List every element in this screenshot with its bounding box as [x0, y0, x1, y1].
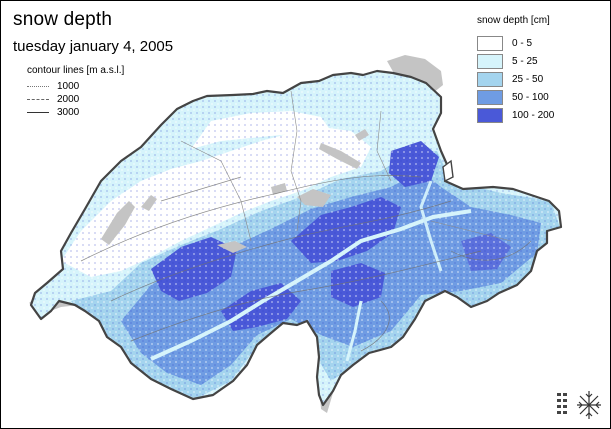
contour-label: 1000 [57, 81, 80, 92]
contour-label: 2000 [57, 94, 80, 105]
snowflake-logo-icon [557, 391, 601, 419]
snow-depth-legend-title: snow depth [cm] [477, 15, 550, 26]
lake-zurich [319, 143, 361, 169]
depth-legend-row: 50 - 100 [477, 88, 554, 106]
depth-legend-row: 25 - 50 [477, 70, 554, 88]
depth-label: 0 - 5 [512, 37, 533, 49]
lake-constance [387, 55, 443, 93]
contour-legend-row: 2000 [27, 93, 124, 106]
contour-legend-row: 1000 [27, 80, 124, 93]
contour-legend: contour lines [m a.s.l.] 1000 2000 3000 [27, 65, 124, 119]
lake-thun [217, 241, 247, 253]
depth-swatch [477, 107, 503, 123]
contour-line-3000-swatch [27, 112, 49, 113]
depth-legend-row: 0 - 5 [477, 34, 554, 52]
snow-depth-legend: snow depth [cm] 0 - 5 5 - 25 25 - 50 50 … [477, 15, 554, 124]
depth-swatch [477, 35, 503, 51]
map-title: snow depth [13, 9, 113, 30]
lake-lucerne [297, 189, 331, 207]
depth-swatch [477, 71, 503, 87]
contour-legend-title: contour lines [m a.s.l.] [27, 65, 125, 76]
contour-label: 3000 [57, 107, 80, 118]
contour-line-1000-swatch [27, 86, 49, 87]
depth-swatch [477, 53, 503, 69]
depth-legend-row: 5 - 25 [477, 52, 554, 70]
depth-label: 50 - 100 [512, 91, 549, 103]
contour-legend-row: 3000 [27, 106, 124, 119]
depth-label: 5 - 25 [512, 55, 538, 67]
lake-neuchatel [101, 201, 135, 245]
contour-lines [80, 175, 532, 352]
country-border [29, 69, 563, 407]
map-date: tuesday january 4, 2005 [13, 38, 174, 55]
depth-swatch [477, 89, 503, 105]
contour-line-2000-swatch [27, 99, 49, 100]
depth-label: 100 - 200 [512, 109, 555, 121]
depth-label: 25 - 50 [512, 73, 544, 85]
depth-legend-row: 100 - 200 [477, 106, 554, 124]
